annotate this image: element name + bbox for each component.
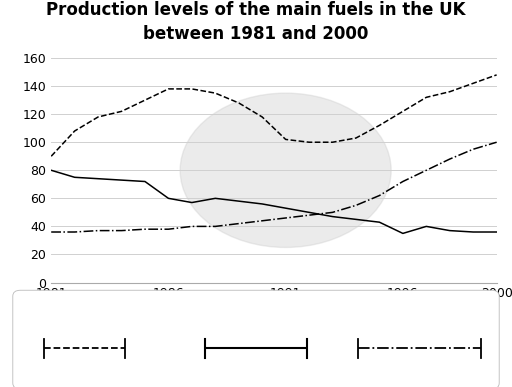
Text: Coal: Coal bbox=[243, 306, 269, 319]
Ellipse shape bbox=[180, 93, 391, 247]
Text: Petroleum: Petroleum bbox=[54, 306, 115, 319]
Text: Production levels of the main fuels in the UK
between 1981 and 2000: Production levels of the main fuels in t… bbox=[46, 1, 466, 43]
Text: Natural gas: Natural gas bbox=[386, 306, 454, 319]
